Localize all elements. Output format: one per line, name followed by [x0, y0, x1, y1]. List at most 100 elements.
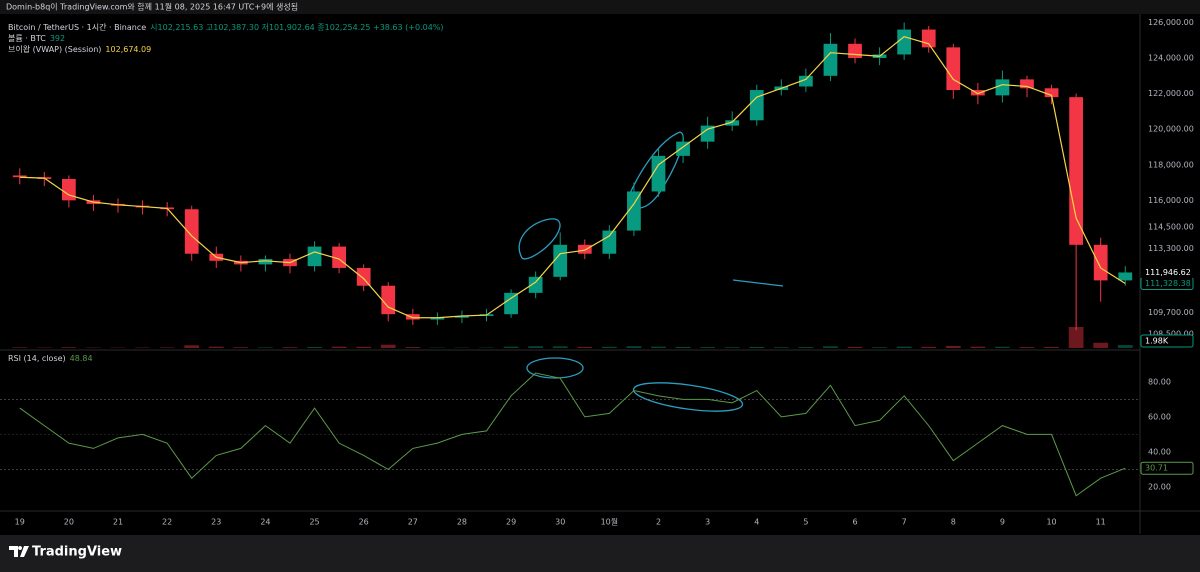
- volume-bar: [307, 346, 322, 348]
- volume-bar: [577, 346, 593, 348]
- x-tick-label: 10월: [601, 517, 619, 527]
- y-tick-label: 108,500.00: [1148, 329, 1194, 338]
- drawing: [526, 357, 584, 379]
- rsi-name: RSI (14, close): [8, 354, 66, 363]
- volume-bar: [847, 346, 863, 348]
- volume-bar: [552, 346, 568, 348]
- y-tick-label: 20.00: [1148, 482, 1171, 491]
- candle-body: [946, 47, 961, 91]
- candle-body: [1044, 88, 1059, 98]
- volume-bar: [258, 347, 273, 348]
- price-badge: [1141, 266, 1193, 279]
- rsi-value: 48.84: [70, 354, 93, 363]
- y-tick-label: 60.00: [1148, 412, 1171, 421]
- volume-bar: [1019, 347, 1035, 348]
- y-tick-label: 126,000.00: [1148, 18, 1194, 27]
- x-tick-label: 7: [902, 518, 907, 527]
- volume-legend: 볼륨 · BTC 392: [8, 33, 65, 43]
- volume-bar: [356, 346, 372, 348]
- x-tick-label: 10: [1046, 518, 1056, 527]
- volume-bar: [61, 347, 77, 348]
- candle-body: [848, 43, 862, 59]
- vwap-name: 브이왑 (VWAP) (Session): [8, 44, 101, 54]
- volume-bar: [1044, 346, 1059, 348]
- volume-bar: [823, 346, 838, 348]
- volume-bar: [798, 347, 814, 348]
- volume-bar: [184, 345, 200, 348]
- x-tick-label: 19: [15, 518, 25, 527]
- x-tick-label: 26: [359, 518, 369, 527]
- candle-body: [332, 246, 346, 268]
- candle-body: [700, 125, 715, 142]
- volume-bar: [700, 347, 715, 348]
- price-badge: [1140, 334, 1194, 348]
- candle-body: [307, 246, 322, 267]
- y-tick-label: 122,000.00: [1148, 89, 1194, 98]
- volume-bar: [503, 346, 519, 348]
- price-legend: Bitcoin / TetherUS · 1시간 · Binance 시102,2…: [8, 22, 444, 32]
- y-tick-label: 124,000.00: [1148, 54, 1194, 63]
- candle-body: [455, 315, 469, 318]
- candle-body: [405, 314, 420, 320]
- volume-bar: [675, 346, 691, 348]
- price-badge: [1140, 461, 1194, 475]
- x-tick-label: 24: [260, 518, 270, 527]
- x-tick-label: 6: [852, 518, 857, 527]
- candle-body: [725, 120, 740, 126]
- candle-body: [1020, 79, 1034, 89]
- vwap-value: 102,674.09: [105, 45, 151, 54]
- candle-body: [799, 75, 813, 87]
- candle-body: [381, 285, 396, 315]
- x-tick-label: 27: [408, 518, 418, 527]
- x-tick-label: 22: [162, 518, 172, 527]
- volume-bar: [1117, 345, 1133, 348]
- credit: Domin-b8q이 TradingView.com와 함께 11월 08, 2…: [6, 2, 298, 12]
- volume-bar: [970, 346, 986, 348]
- symbol-title: Bitcoin / TetherUS · 1시간 · Binance: [8, 22, 146, 32]
- brand-logo: [9, 546, 29, 557]
- candle-body: [627, 191, 641, 231]
- candle-body: [651, 155, 666, 192]
- y-tick-label: 40.00: [1148, 447, 1171, 456]
- candle-body: [528, 276, 543, 293]
- x-tick-label: 5: [803, 518, 808, 527]
- x-tick-label: 23: [211, 518, 221, 527]
- price-badge-label: 111,328.38: [1145, 279, 1191, 288]
- rsi-legend: RSI (14, close) 48.84: [8, 354, 93, 363]
- x-tick-label: 9: [1000, 518, 1005, 527]
- candle-body: [430, 317, 445, 320]
- candle-body: [1118, 272, 1133, 281]
- x-tick-label: 20: [64, 518, 74, 527]
- volume-bar: [331, 346, 347, 348]
- candle-body: [61, 178, 76, 201]
- y-tick-label: 114,500.00: [1148, 223, 1194, 232]
- candle-body: [970, 90, 985, 96]
- price-badge-label: 1.98K: [1145, 337, 1169, 346]
- volume-name: 볼륨 · BTC: [8, 33, 46, 43]
- volume-bar: [380, 344, 396, 348]
- candle-body: [823, 43, 838, 76]
- header-bar: [0, 0, 1200, 14]
- volume-bar: [528, 346, 544, 348]
- volume-bar: [995, 346, 1010, 348]
- volume-bar: [872, 347, 887, 348]
- candle-body: [184, 209, 199, 254]
- brand: TradingView: [32, 545, 122, 560]
- drawing: [632, 382, 744, 412]
- y-tick-label: 80.00: [1148, 377, 1171, 386]
- candle-body: [1093, 244, 1108, 281]
- y-tick-label: 109,700.00: [1148, 308, 1194, 317]
- candle-body: [749, 90, 764, 121]
- volume-bar: [1068, 327, 1084, 348]
- volume-bar: [601, 346, 617, 348]
- y-tick-label: 116,000.00: [1148, 196, 1194, 205]
- volume-bar: [12, 347, 28, 348]
- rsi-line: [19, 372, 1126, 497]
- candle-body: [356, 267, 371, 286]
- volume-bar: [233, 347, 249, 348]
- ohlc: 시102,215.63 고102,387.30 저101,902.64 종102…: [150, 23, 443, 32]
- candle-body: [577, 244, 592, 254]
- candle-body: [897, 29, 912, 55]
- candle-body: [258, 259, 273, 265]
- volume-value: 392: [50, 34, 65, 43]
